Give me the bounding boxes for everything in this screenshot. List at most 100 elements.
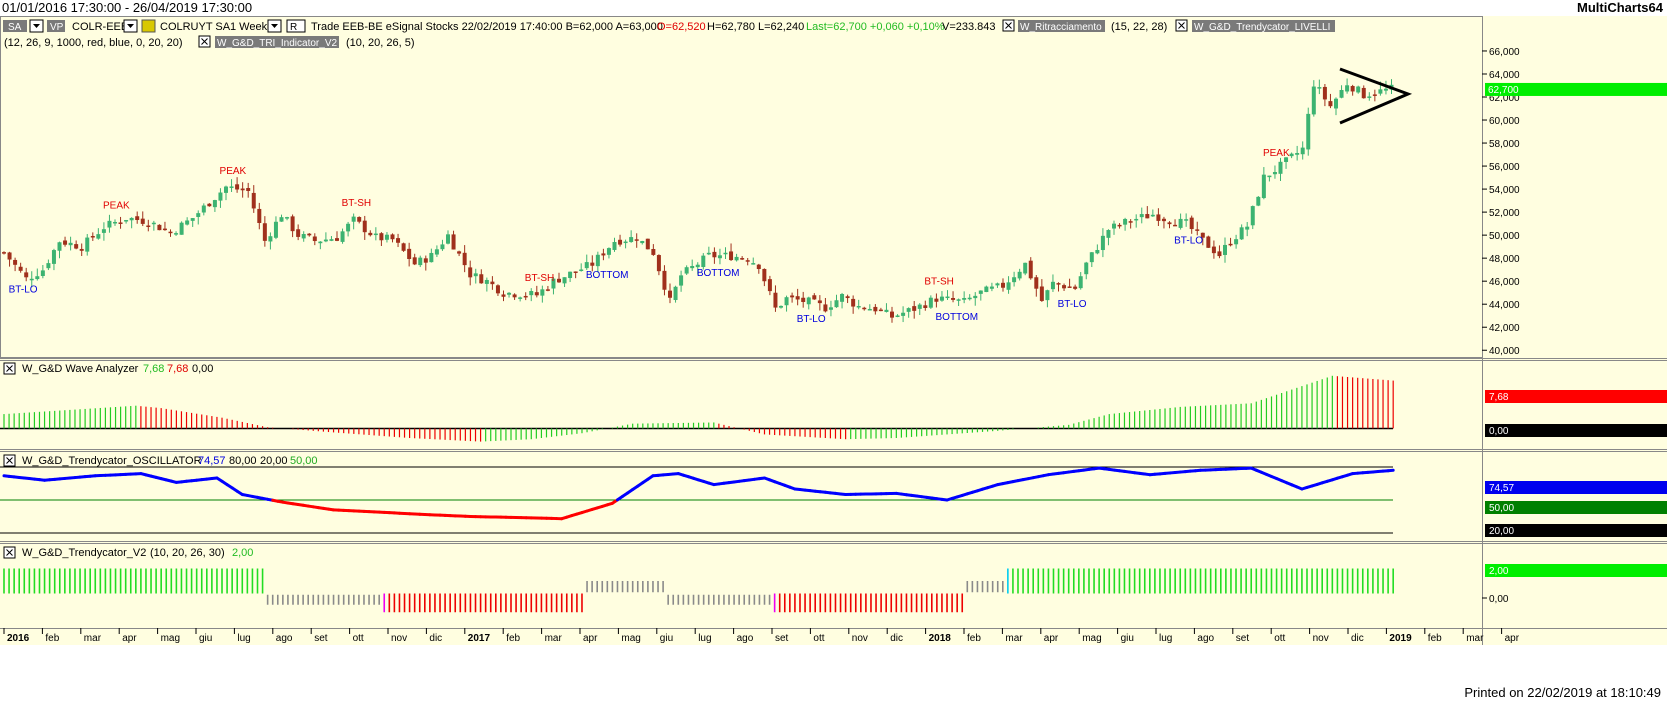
- wave-tags: 7,68 0,00: [1485, 390, 1667, 437]
- candle-body: [845, 296, 850, 299]
- candle-body: [401, 243, 406, 251]
- date-range: 01/01/2016 17:30:00 - 26/04/2019 17:30:0…: [2, 0, 253, 15]
- indicator-tag[interactable]: [1192, 20, 1335, 32]
- candle-body: [340, 231, 345, 242]
- candle-body: [984, 286, 989, 293]
- price-axis: 66,000 64,000 62,000 60,000 58,000 56,000 54,0…: [1482, 47, 1520, 357]
- candle-body: [240, 188, 245, 191]
- trend-params: (10, 20, 26, 30): [150, 547, 225, 559]
- osc-low-tag: [1485, 524, 1667, 537]
- candle-body: [773, 292, 778, 308]
- candle-body: [1100, 235, 1105, 251]
- candle-body: [634, 239, 639, 241]
- candle-body: [740, 258, 745, 260]
- candle-body: [1322, 86, 1327, 100]
- candle-body: [1028, 260, 1033, 279]
- triangle-drawing[interactable]: [1339, 67, 1413, 125]
- candle-body: [468, 267, 473, 278]
- candle-body: [63, 240, 68, 245]
- candle-body: [1117, 224, 1122, 227]
- candle-body: [473, 273, 478, 277]
- candle-body: [1050, 281, 1055, 290]
- indicator-params: (10, 20, 26, 5): [346, 37, 415, 49]
- candle-body: [90, 236, 95, 238]
- candle-body: [562, 277, 567, 284]
- candle-body: [1156, 214, 1161, 221]
- oscillator-lines: [0, 466, 1395, 534]
- candle-body: [557, 278, 561, 283]
- time-tick-label: dic: [890, 633, 903, 644]
- time-tick-label: apr: [583, 633, 598, 644]
- candle-body: [518, 297, 523, 299]
- r-button[interactable]: [286, 19, 306, 33]
- wave-tag-label: 7,68: [1489, 392, 1509, 403]
- indicator-tag[interactable]: [215, 36, 339, 48]
- time-tick-label: mar: [545, 633, 563, 644]
- time-tick-label: ago: [1197, 633, 1214, 644]
- candle-body: [512, 294, 517, 298]
- price-tick-label: 60,000: [1489, 116, 1520, 127]
- candle-body: [523, 295, 528, 298]
- candle-body: [645, 238, 650, 250]
- candle-body: [1034, 277, 1039, 289]
- candle-body: [257, 208, 262, 223]
- candle-body: [362, 220, 367, 233]
- pattern-label: BT-LO: [1174, 236, 1203, 247]
- candle-body: [268, 236, 273, 242]
- candle-body: [235, 184, 240, 190]
- candle-body: [462, 252, 467, 266]
- candle-body: [884, 309, 889, 312]
- candle-body: [1078, 276, 1083, 289]
- chevron-down-icon: [127, 24, 134, 28]
- candle-body: [545, 289, 550, 291]
- candle-body: [679, 275, 684, 286]
- time-axis: 2016 feb mar apr mag giu lug ago set ott nov dic 201…: [3, 628, 1520, 644]
- candle-body: [201, 205, 206, 213]
- candle-body: [323, 239, 328, 242]
- candle-body: [96, 234, 101, 239]
- candle-body: [151, 222, 156, 225]
- price-tick-label: 44,000: [1489, 300, 1520, 311]
- candle-body: [357, 217, 362, 222]
- candle-body: [873, 306, 878, 312]
- price-tick-label: 46,000: [1489, 277, 1520, 288]
- time-tick-label: mar: [1005, 633, 1023, 644]
- color-square-icon[interactable]: [141, 19, 156, 33]
- candle-body: [501, 294, 506, 297]
- chevron-down-icon: [271, 24, 278, 28]
- time-tick-label: apr: [122, 633, 137, 644]
- candle-body: [446, 234, 450, 244]
- candle-body: [790, 295, 795, 298]
- candle-body: [1195, 229, 1200, 231]
- candle-body: [834, 300, 839, 308]
- candle-body: [1017, 271, 1022, 279]
- time-tick-label: 2017: [468, 633, 491, 644]
- osc-tags: 74,57 50,00 20,00: [1485, 481, 1667, 537]
- indicator-name: W_Ritracciamento: [1020, 22, 1102, 33]
- sa-button-label: SA: [8, 22, 22, 33]
- candle-body: [1223, 244, 1227, 255]
- candle-body: [1284, 157, 1289, 162]
- candle-body: [1367, 96, 1372, 98]
- pattern-label: BOTTOM: [936, 312, 979, 323]
- vp-button[interactable]: [47, 20, 65, 32]
- candle-body: [1161, 218, 1166, 222]
- chart-svg[interactable]: SA VP COLR-EEB COLRUYT SA 1 Week R Trade…: [0, 16, 1667, 645]
- time-tick-label: mag: [621, 633, 640, 644]
- candle-body: [1311, 86, 1316, 115]
- time-tick-label: mar: [1466, 633, 1484, 644]
- candle-body: [590, 262, 595, 266]
- indicator-tag[interactable]: [1018, 20, 1105, 32]
- candle-body: [734, 256, 739, 261]
- close-icon: [1178, 22, 1185, 29]
- candle-body: [1056, 283, 1061, 285]
- wave-panel-header: W_G&D Wave Analyzer 7,68 7,68 0,00: [3, 362, 213, 375]
- sa-button[interactable]: [3, 20, 27, 32]
- candle-body: [673, 286, 678, 300]
- candle-body: [890, 311, 894, 318]
- candle-body: [1295, 153, 1300, 155]
- candle-body: [79, 248, 84, 251]
- pattern-label: BT-SH: [342, 198, 371, 209]
- candle-body: [13, 259, 18, 265]
- candle-body: [451, 234, 456, 250]
